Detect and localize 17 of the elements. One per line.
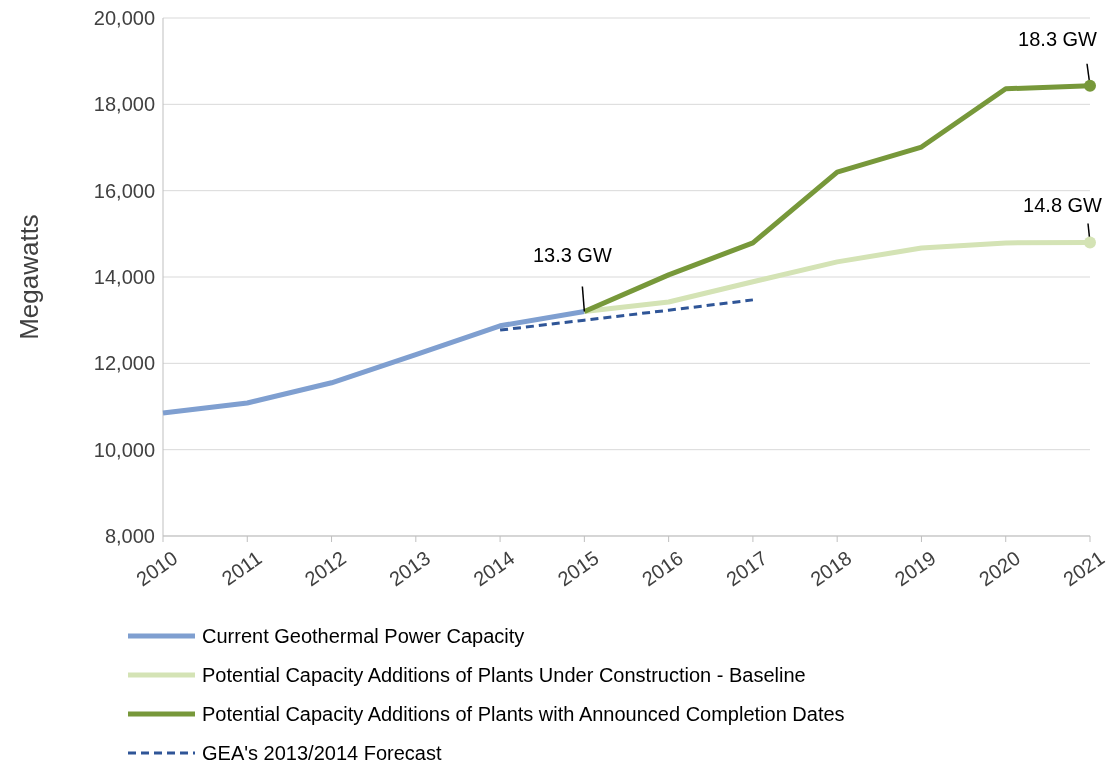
y-tick-label: 10,000: [93, 438, 155, 461]
line-series: [498, 298, 755, 332]
legend-label: Current Geothermal Power Capacity: [202, 625, 525, 647]
y-tick-label: 12,000: [93, 352, 155, 375]
y-tick-label: 18,000: [93, 93, 155, 116]
x-tick-label: 2011: [217, 546, 266, 590]
y-axis-title: Megawatts: [14, 214, 44, 340]
y-tick-label: 8,000: [104, 525, 155, 547]
annotation: 18.3 GW: [1018, 27, 1098, 50]
legend-label: Potential Capacity Additions of Plants Under Construction - Baseline: [202, 664, 806, 686]
annotation: 13.3 GW: [532, 243, 612, 266]
annotation: 14.8 GW: [1023, 194, 1103, 217]
y-tick-label: 14,000: [93, 266, 155, 288]
legend-label: GEA's 2013/2014 Forecast: [202, 742, 442, 764]
legend-label: Potential Capacity Additions of Plants with Announced Completion Dates: [202, 703, 845, 725]
y-tick-label: 20,000: [93, 7, 155, 29]
y-tick-label: 16,000: [93, 179, 155, 202]
